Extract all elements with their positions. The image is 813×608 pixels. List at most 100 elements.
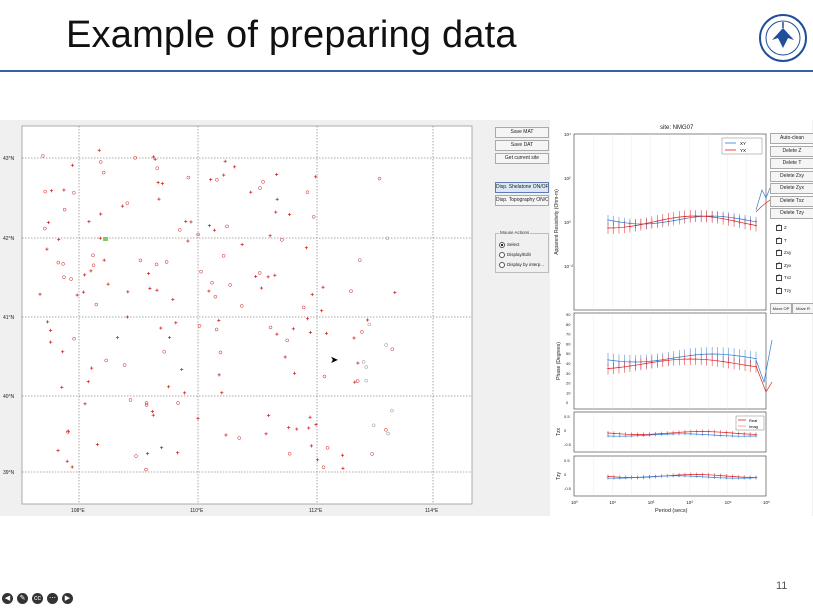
station-marker: [83, 402, 87, 406]
station-marker: [62, 275, 66, 279]
pen-icon[interactable]: ✎: [17, 593, 28, 605]
station-marker: [56, 448, 60, 453]
disp-shelatone-button[interactable]: Disp. Shelatone ON/OFF: [495, 182, 549, 193]
site-response-plots[interactable]: site: NMG07 Apparent Resistivity (Ohm-m)…: [550, 120, 812, 516]
save-dat-button[interactable]: Save DAT: [495, 140, 549, 151]
station-marker: [99, 212, 103, 216]
phase-yx-curve: [606, 353, 758, 375]
radio-select-label: Select: [507, 242, 520, 248]
delete-button-6[interactable]: Delete Tzy: [770, 208, 813, 219]
checkbox-z[interactable]: Z: [776, 223, 787, 231]
station-marker: [384, 343, 388, 347]
lon-label: 108°E: [71, 508, 85, 514]
delete-button-5[interactable]: Delete Txz: [770, 195, 813, 207]
station-marker: [97, 148, 101, 152]
next-icon[interactable]: ▶: [62, 593, 73, 605]
station-marker: [228, 283, 232, 287]
station-marker: [254, 274, 258, 279]
station-marker: [390, 347, 394, 351]
checkbox-tzy[interactable]: Tzy: [776, 286, 792, 294]
station-marker: [207, 223, 212, 228]
station-marker: [91, 253, 95, 258]
station-marker: [94, 302, 99, 307]
station-marker: [385, 236, 390, 241]
checkbox-label: Zxy: [784, 250, 792, 256]
phase-y-label: Phase (Degrees): [556, 342, 562, 380]
station-marker: [56, 260, 61, 265]
station-marker: [49, 340, 53, 344]
station-marker: [237, 436, 241, 440]
phase-tick: 40: [566, 361, 571, 366]
radio-display-interp[interactable]: Display by interp...: [499, 262, 544, 268]
mouse-actions-title: Mouse Actions: [499, 230, 531, 235]
lon-label: 112°E: [309, 508, 323, 514]
station-marker: [212, 228, 217, 232]
station-map[interactable]: 43°N 42°N 41°N 40°N 39°N 108°E 110°E 112°E 114°E: [0, 120, 490, 516]
delete-button-3[interactable]: Delete Zxy: [770, 170, 813, 182]
station-marker: [217, 318, 221, 323]
move-button-0[interactable]: Move OP: [770, 303, 792, 314]
station-marker: [393, 291, 397, 295]
station-marker: [259, 286, 264, 290]
radio-dot-icon: [499, 252, 505, 258]
station-marker: [268, 234, 272, 238]
get-current-site-button[interactable]: Get current site: [495, 153, 549, 164]
station-marker: [189, 220, 193, 224]
station-marker: [225, 224, 229, 229]
station-marker: [310, 292, 314, 297]
tipper-tick: 0.5: [564, 414, 570, 419]
checkbox-label: Tzy: [784, 287, 792, 293]
delete-button-1[interactable]: Delete Z: [770, 145, 813, 157]
more-icon[interactable]: ⋯: [47, 593, 58, 605]
move-button-1[interactable]: Move R: [792, 303, 813, 314]
station-marker: [160, 181, 164, 186]
lat-label: 42°N: [3, 236, 15, 242]
station-marker: [43, 189, 48, 194]
radio-select[interactable]: Select: [499, 242, 520, 248]
station-marker: [184, 219, 188, 224]
svg-text:Imag: Imag: [749, 424, 758, 429]
station-marker: [48, 328, 53, 333]
station-marker: [49, 189, 54, 193]
svg-text:Real: Real: [749, 418, 757, 423]
station-marker: [314, 175, 318, 179]
station-marker: [61, 350, 65, 354]
station-marker: [285, 338, 289, 343]
station-marker: [150, 409, 155, 414]
station-marker: [257, 271, 262, 275]
checkbox-zxy[interactable]: Zxy: [776, 248, 792, 256]
station-marker: [101, 170, 106, 175]
station-map-panel: 43°N 42°N 41°N 40°N 39°N 108°E 110°E 112°E 114°E: [0, 120, 490, 516]
station-marker: [311, 215, 316, 219]
checkbox-txz[interactable]: Txz: [776, 273, 792, 281]
station-marker: [120, 204, 125, 208]
phase-tick: 20: [566, 381, 571, 386]
station-marker: [199, 269, 203, 274]
radio-display-edit[interactable]: Display/Edit: [499, 252, 531, 258]
tipper-tick: -0.5: [564, 486, 572, 491]
station-marker: [60, 385, 64, 389]
station-marker: [70, 163, 75, 167]
captions-icon[interactable]: cc: [32, 593, 43, 605]
delete-button-0[interactable]: Auto-clean: [770, 133, 813, 144]
save-mat-button[interactable]: Save MAT: [495, 127, 549, 138]
delete-button-2[interactable]: Delete T: [770, 158, 813, 169]
station-marker: [384, 428, 388, 432]
checkbox-box-icon: [776, 273, 782, 281]
plot-data: [606, 187, 773, 480]
station-marker: [134, 454, 138, 458]
disp-topography-button[interactable]: Disp. Topography ON/OFF: [495, 195, 549, 206]
x-tick: 10²: [648, 500, 655, 505]
phase-tick: 0: [566, 400, 569, 405]
checkbox-zyx[interactable]: Zyx: [776, 261, 791, 269]
delete-button-4[interactable]: Delete Zyx: [770, 183, 813, 194]
station-marker: [367, 322, 372, 327]
title-divider: [0, 70, 813, 72]
selected-station: [103, 237, 108, 241]
checkbox-t[interactable]: T: [776, 236, 787, 244]
station-marker: [349, 289, 353, 293]
station-marker: [266, 275, 270, 279]
checkbox-label: Txz: [784, 275, 792, 281]
station-marker: [292, 371, 297, 375]
previous-icon[interactable]: ◀: [2, 593, 13, 605]
